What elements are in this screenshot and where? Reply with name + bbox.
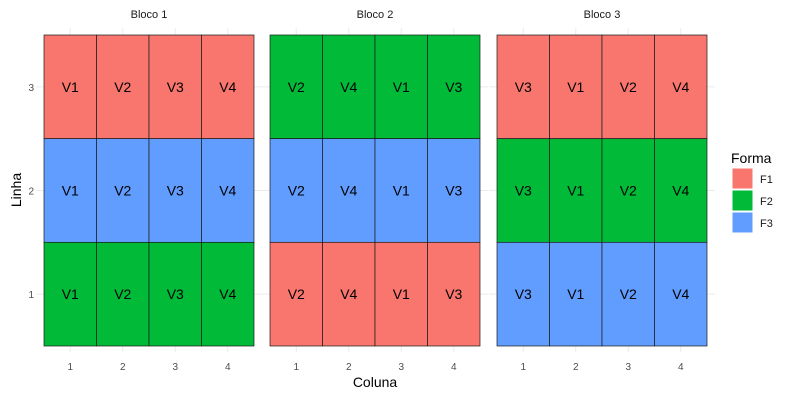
tile-label: V2 xyxy=(288,79,305,95)
tile-label: V4 xyxy=(219,79,236,95)
tile-label: V3 xyxy=(515,79,532,95)
tile-label: V2 xyxy=(114,79,131,95)
x-tick-label: 1 xyxy=(293,362,299,373)
tile-label: V2 xyxy=(620,183,637,199)
tile-label: V3 xyxy=(445,79,462,95)
tile-label: V4 xyxy=(672,286,689,302)
tile-label: V4 xyxy=(340,286,357,302)
tile-label: V3 xyxy=(515,183,532,199)
x-tick-label: 2 xyxy=(573,362,579,373)
tile-label: V4 xyxy=(219,286,236,302)
tile-label: V1 xyxy=(62,79,79,95)
x-tick-label: 1 xyxy=(67,362,73,373)
legend-key-f3 xyxy=(732,212,753,233)
legend-key-f2 xyxy=(732,190,753,211)
tile-label: V4 xyxy=(672,183,689,199)
tile-label: V3 xyxy=(445,183,462,199)
legend-label-f3: F3 xyxy=(760,218,773,230)
y-tick-label: 3 xyxy=(28,83,34,94)
tile-label: V1 xyxy=(567,79,584,95)
tile-label: V1 xyxy=(62,183,79,199)
tile-label: V2 xyxy=(288,183,305,199)
x-axis-title: Coluna xyxy=(353,374,398,390)
tile-label: V2 xyxy=(114,183,131,199)
tile-label: V1 xyxy=(393,79,410,95)
y-tick-label: 2 xyxy=(28,187,34,198)
tile-label: V3 xyxy=(445,286,462,302)
tile-label: V4 xyxy=(219,183,236,199)
tile-label: V2 xyxy=(114,286,131,302)
tile-label: V4 xyxy=(340,79,357,95)
legend-label-f2: F2 xyxy=(760,196,773,208)
tile-label: V2 xyxy=(620,286,637,302)
x-tick-label: 3 xyxy=(398,362,404,373)
tile-label: V1 xyxy=(393,183,410,199)
facet-title: Bloco 2 xyxy=(357,9,394,21)
tile-label: V3 xyxy=(167,183,184,199)
tile-label: V1 xyxy=(567,183,584,199)
facet-title: Bloco 1 xyxy=(131,9,168,21)
tile-label: V1 xyxy=(62,286,79,302)
facet-panel: Bloco 3 V3 V1 V2 V4 V3 V1 V2 V4 V3 V1 V2 V4 1 2 3 4 xyxy=(489,9,715,373)
facet-title: Bloco 3 xyxy=(584,9,621,21)
y-tick-label: 1 xyxy=(28,290,34,301)
x-tick-label: 4 xyxy=(225,362,231,373)
tile-label: V1 xyxy=(393,286,410,302)
tile-label: V2 xyxy=(620,79,637,95)
legend-title: Forma xyxy=(731,150,772,166)
tile-label: V3 xyxy=(167,286,184,302)
x-tick-label: 2 xyxy=(120,362,126,373)
y-axis-title: Linha xyxy=(8,173,24,207)
legend-key-f1 xyxy=(732,168,753,189)
legend: Forma F1 F2 F3 xyxy=(731,150,773,233)
x-tick-label: 3 xyxy=(172,362,178,373)
tile-label: V1 xyxy=(567,286,584,302)
tile-label: V4 xyxy=(340,183,357,199)
x-tick-label: 4 xyxy=(678,362,684,373)
x-tick-label: 1 xyxy=(520,362,526,373)
facet-panel: Bloco 2 V2 V4 V1 V3 V2 V4 V1 V3 V2 V4 V1 V3 1 2 3 4 xyxy=(262,9,488,373)
x-tick-label: 2 xyxy=(346,362,352,373)
x-tick-label: 3 xyxy=(625,362,631,373)
facet-panel: Bloco 1 V1 V2 V3 V4 V1 V2 V3 V4 V1 V2 V3 V4 1 2 3 4 xyxy=(36,9,262,373)
x-tick-label: 4 xyxy=(451,362,457,373)
tile-label: V2 xyxy=(288,286,305,302)
tile-label: V3 xyxy=(515,286,532,302)
tile-label: V3 xyxy=(167,79,184,95)
tile-label: V4 xyxy=(672,79,689,95)
legend-label-f1: F1 xyxy=(760,174,773,186)
